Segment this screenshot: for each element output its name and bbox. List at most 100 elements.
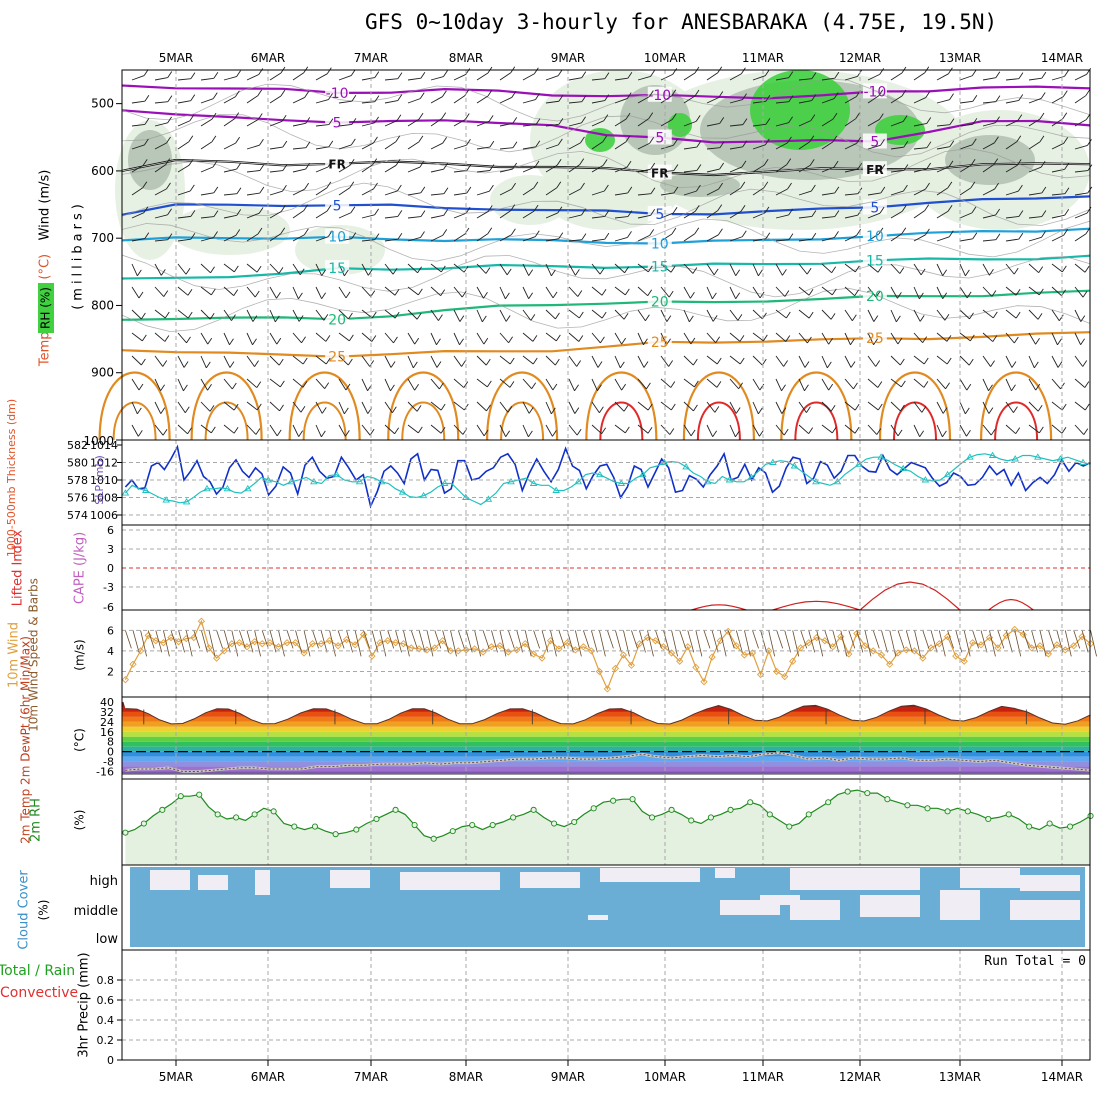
wind-barb	[246, 119, 259, 127]
wind-barb-flag	[236, 209, 242, 216]
wind-barb-flag	[854, 403, 860, 411]
wind-barb-flag	[877, 266, 883, 273]
wind-barb	[1005, 238, 1019, 242]
wind-barb	[384, 100, 398, 104]
wind-barb-flag	[809, 135, 815, 143]
wind-barb-flag	[716, 381, 722, 388]
wind-barb	[430, 309, 439, 321]
temp-band	[122, 726, 1090, 732]
thickness-point	[682, 463, 690, 470]
run-total-label: Run Total = 0	[984, 954, 1086, 969]
wind-barb	[568, 378, 575, 391]
wind-barb-flag	[944, 314, 950, 321]
wind-speed-point	[813, 633, 821, 642]
isotherm-line	[121, 289, 1091, 321]
wind-speed-point	[773, 667, 781, 676]
wind-barb	[338, 309, 349, 320]
cloud-gap	[520, 872, 580, 888]
wind-barb-flag	[781, 384, 786, 392]
wind-barb	[384, 190, 398, 196]
rh2m-line	[125, 789, 1091, 840]
wind-barb-10m	[550, 630, 557, 657]
wind-barb	[223, 332, 230, 345]
thickness-point	[142, 486, 150, 493]
cape-bump	[859, 581, 961, 611]
wind-barb	[453, 286, 463, 298]
wind-barb-10m	[178, 630, 185, 653]
wind-barb	[430, 234, 443, 242]
isotherm-label: 15	[328, 261, 346, 277]
wind-barb-flag	[897, 337, 903, 345]
wind-barb-flag	[806, 267, 812, 275]
temp-tick: -16	[96, 766, 114, 779]
wind-barb-flag	[506, 268, 512, 276]
rh2m-point	[649, 814, 656, 821]
wind-speed-point	[1011, 625, 1019, 634]
wind-speed-point	[291, 639, 300, 647]
rh-shade	[585, 128, 615, 152]
wind-barb-flag	[901, 205, 907, 212]
wind-barb	[246, 144, 260, 150]
wind-barb-flag	[992, 311, 998, 319]
wind-barb-flag	[926, 141, 932, 148]
wind-barb-flag	[236, 187, 242, 194]
wind-barb	[384, 378, 391, 392]
wind-barb-flag	[371, 311, 377, 319]
wind-barb	[430, 214, 444, 219]
wind-barb	[568, 263, 576, 276]
wind-barb-flag	[878, 227, 884, 235]
wind-barb-flag	[305, 162, 311, 170]
wind-barb	[844, 96, 857, 104]
wind-barb	[1005, 100, 1019, 104]
isotherm-label: FR	[866, 163, 883, 177]
wind-barb	[867, 212, 881, 219]
wind-barb-flag	[581, 71, 587, 78]
wind-barb-flag	[926, 117, 932, 124]
isotherm-label: 25	[328, 350, 346, 366]
wind-barb	[844, 424, 856, 434]
wind-barb-flag	[621, 383, 627, 391]
wind-barb	[476, 424, 485, 437]
wind-speed-point	[797, 644, 805, 652]
wind-barb-flag	[185, 267, 191, 275]
wind-barb	[1005, 120, 1019, 127]
wind-barb-flag	[233, 289, 239, 296]
wind-barb-flag	[690, 429, 696, 437]
wind-barb	[890, 95, 903, 104]
wind-barb	[706, 122, 720, 127]
wind-barb	[292, 401, 302, 413]
wind-barb	[223, 193, 237, 196]
date-label-bottom: 14MAR	[1041, 1070, 1083, 1084]
wind-barb	[200, 98, 214, 104]
wind-speed-point	[587, 647, 596, 655]
wind-barb	[361, 188, 374, 196]
wind-barb-flag	[443, 70, 448, 77]
wind-barb-flag	[671, 227, 677, 235]
wind-barb	[591, 309, 603, 319]
wind-barb	[476, 211, 489, 219]
wind-barb-flag	[487, 227, 493, 234]
wind-barb	[522, 378, 532, 390]
wind-barb	[890, 332, 899, 345]
wind-barb-flag	[1082, 290, 1088, 298]
wind-barb	[683, 170, 697, 173]
wind-barb	[890, 286, 898, 299]
wind-barb	[200, 332, 209, 345]
wind-barb-flag	[419, 92, 425, 99]
wind-barb	[982, 286, 993, 297]
wind-barb-flag	[505, 315, 511, 322]
wind-barb-10m	[615, 630, 622, 653]
wind-barb	[361, 355, 371, 367]
wind-barb-flag	[719, 117, 725, 124]
wind-barb	[200, 166, 214, 173]
wind-barb	[522, 236, 536, 242]
wind-barb	[154, 101, 168, 104]
rh2m-point	[411, 821, 418, 829]
wind-barb-flag	[1061, 427, 1067, 434]
wind-barb-flag	[558, 232, 564, 239]
wind-barb	[637, 214, 651, 219]
wind-barb-flag	[397, 232, 403, 240]
wind-barb-flag	[138, 383, 144, 391]
wind-barb-flag	[343, 269, 349, 277]
wind-barb	[591, 355, 599, 368]
